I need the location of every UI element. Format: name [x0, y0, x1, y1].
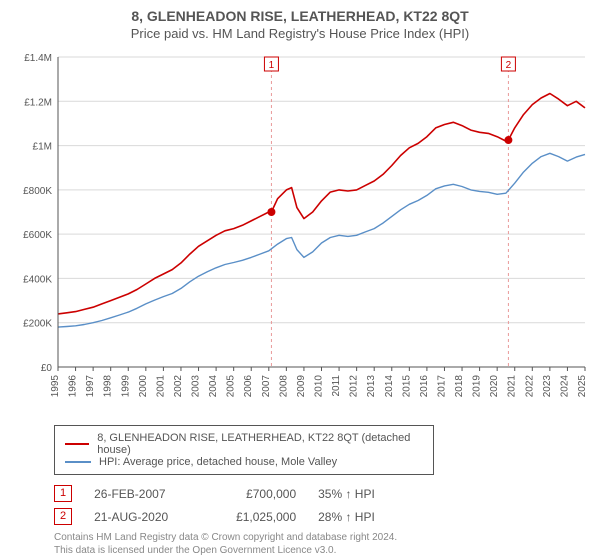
svg-text:2008: 2008 [278, 375, 289, 398]
svg-text:2021: 2021 [507, 375, 518, 398]
svg-text:2007: 2007 [261, 375, 272, 398]
svg-text:1999: 1999 [120, 375, 131, 398]
svg-text:1998: 1998 [103, 375, 114, 398]
event-date-1: 26-FEB-2007 [94, 487, 194, 501]
legend-swatch-property [65, 443, 89, 445]
svg-text:2011: 2011 [331, 375, 342, 397]
line-chart-svg: £0 £200K £400K £600K £800K £1M £1.2M £1.4M 1995 1… [10, 47, 590, 417]
svg-text:2018: 2018 [454, 375, 465, 398]
svg-text:2023: 2023 [542, 375, 553, 398]
svg-text:2024: 2024 [559, 375, 570, 398]
svg-text:£1.2M: £1.2M [24, 97, 52, 108]
svg-text:2006: 2006 [243, 375, 254, 398]
event-row-2: 2 21-AUG-2020 £1,025,000 28% ↑ HPI [54, 508, 590, 525]
svg-text:£800K: £800K [23, 186, 52, 197]
svg-text:2000: 2000 [138, 375, 149, 398]
legend-label-property: 8, GLENHEADON RISE, LEATHERHEAD, KT22 8Q… [97, 432, 423, 456]
svg-text:2025: 2025 [577, 375, 588, 398]
svg-text:2013: 2013 [366, 375, 377, 398]
svg-text:£200K: £200K [23, 319, 52, 330]
svg-text:2017: 2017 [436, 375, 447, 398]
legend-item-property: 8, GLENHEADON RISE, LEATHERHEAD, KT22 8Q… [65, 432, 423, 456]
svg-text:2009: 2009 [296, 375, 307, 398]
svg-text:2012: 2012 [349, 375, 360, 398]
svg-text:1996: 1996 [68, 375, 79, 398]
svg-text:2005: 2005 [226, 375, 237, 398]
event-list: 1 26-FEB-2007 £700,000 35% ↑ HPI 2 21-AU… [54, 485, 590, 525]
svg-text:2016: 2016 [419, 375, 430, 398]
chart-title: 8, GLENHEADON RISE, LEATHERHEAD, KT22 8Q… [10, 8, 590, 24]
svg-text:2019: 2019 [472, 375, 483, 398]
svg-text:£400K: £400K [23, 274, 52, 285]
svg-text:2: 2 [506, 60, 512, 71]
legend-label-hpi: HPI: Average price, detached house, Mole… [99, 456, 337, 468]
event-price-1: £700,000 [216, 487, 296, 501]
legend-item-hpi: HPI: Average price, detached house, Mole… [65, 456, 423, 468]
legend-swatch-hpi [65, 461, 91, 463]
svg-text:£0: £0 [41, 363, 53, 374]
svg-text:1997: 1997 [85, 375, 96, 398]
svg-text:2022: 2022 [524, 375, 535, 398]
svg-text:1: 1 [269, 60, 275, 71]
event-marker-2: 2 [54, 508, 72, 525]
svg-text:2015: 2015 [401, 375, 412, 398]
event-hpi-2: 28% ↑ HPI [318, 510, 408, 524]
svg-text:2002: 2002 [173, 375, 184, 398]
svg-text:£1M: £1M [33, 142, 52, 153]
chart-subtitle: Price paid vs. HM Land Registry's House … [10, 26, 590, 41]
footer-line-1: Contains HM Land Registry data © Crown c… [54, 531, 590, 544]
svg-text:2001: 2001 [155, 375, 166, 398]
svg-text:1995: 1995 [50, 375, 61, 398]
svg-text:£600K: £600K [23, 230, 52, 241]
event-row-1: 1 26-FEB-2007 £700,000 35% ↑ HPI [54, 485, 590, 502]
event-marker-1: 1 [54, 485, 72, 502]
event-hpi-1: 35% ↑ HPI [318, 487, 408, 501]
event-price-2: £1,025,000 [216, 510, 296, 524]
legend: 8, GLENHEADON RISE, LEATHERHEAD, KT22 8Q… [54, 425, 434, 475]
svg-text:£1.4M: £1.4M [24, 53, 52, 64]
footer-attribution: Contains HM Land Registry data © Crown c… [54, 531, 590, 557]
svg-text:2010: 2010 [314, 375, 325, 398]
chart-area: £0 £200K £400K £600K £800K £1M £1.2M £1.4M 1995 1… [10, 47, 590, 417]
footer-line-2: This data is licensed under the Open Gov… [54, 544, 590, 557]
svg-text:2003: 2003 [191, 375, 202, 398]
svg-text:2020: 2020 [489, 375, 500, 398]
svg-text:2004: 2004 [208, 375, 219, 398]
svg-text:2014: 2014 [384, 375, 395, 398]
event-date-2: 21-AUG-2020 [94, 510, 194, 524]
